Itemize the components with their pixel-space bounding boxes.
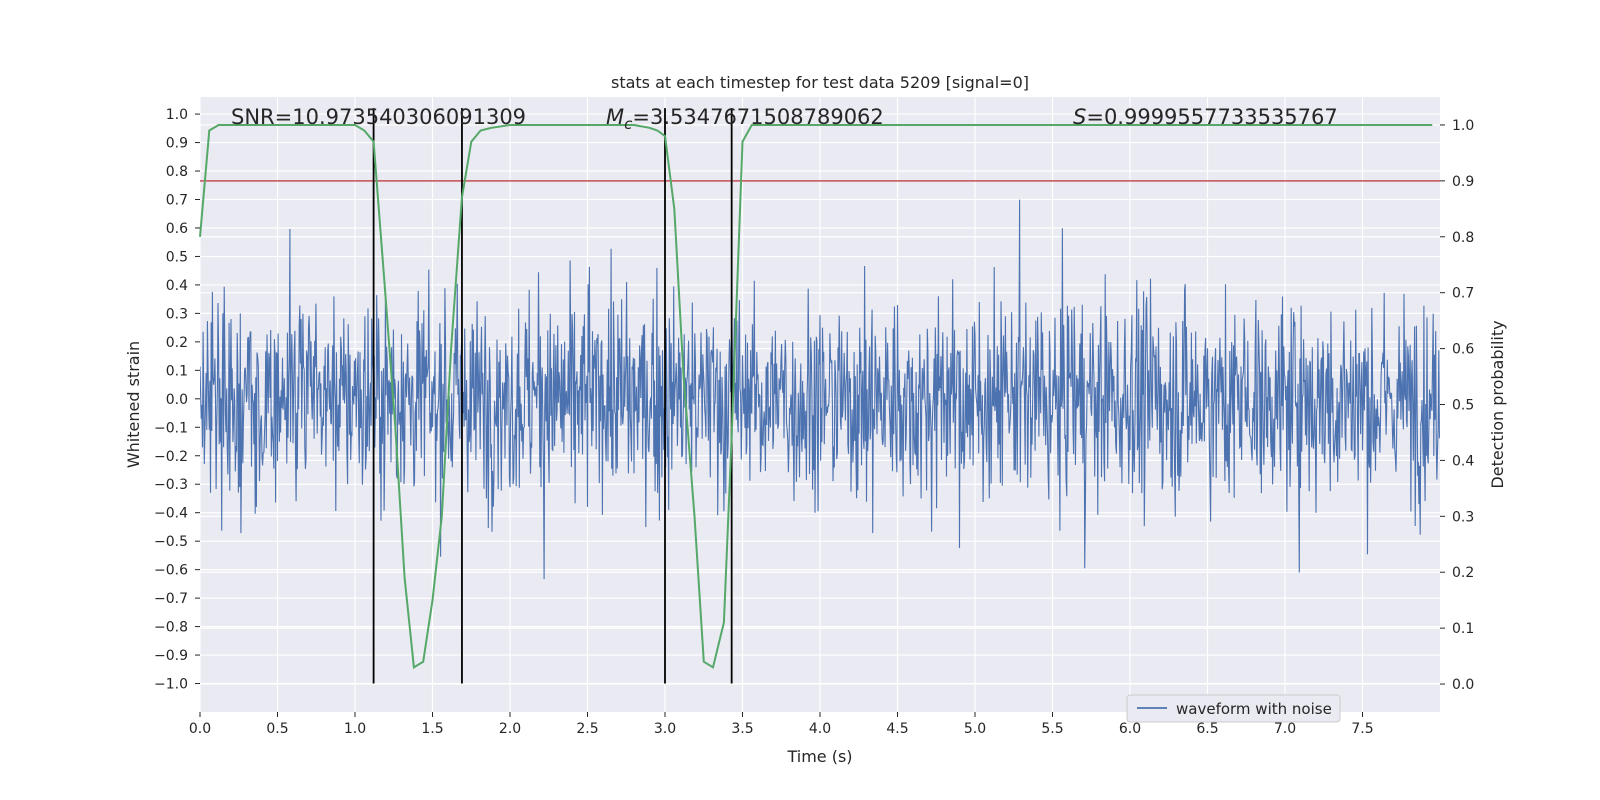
x-tick-label: 2.5 [576, 721, 598, 737]
legend-label: waveform with noise [1176, 700, 1332, 718]
waveform-path [200, 199, 1440, 580]
y-axis-right-label: Detection probability [1488, 320, 1507, 488]
y-left-tick-label: −0.2 [154, 449, 188, 465]
y-left-tick-label: 0.6 [166, 221, 188, 237]
x-tick-label: 6.5 [1196, 721, 1218, 737]
y-axis-left-label: Whitened strain [124, 341, 143, 468]
y-right-tick-label: 0.5 [1452, 398, 1474, 414]
y-left-tick-label: −0.1 [154, 420, 188, 436]
y-left-tick-label: 0.4 [166, 278, 188, 294]
y-left-tick-label: 0.5 [166, 249, 188, 265]
y-left-tick-label: −0.4 [154, 506, 188, 522]
y-right-tick-label: 0.4 [1452, 453, 1474, 469]
snr-annotation: SNR=10.973540306091309 [231, 105, 526, 129]
chart-title: stats at each timestep for test data 520… [611, 73, 1029, 92]
chirp-mass-subscript: c [624, 115, 633, 133]
x-axis-label: Time (s) [786, 747, 852, 766]
y-left-tick-label: 1.0 [166, 107, 188, 123]
x-tick-label: 3.5 [731, 721, 753, 737]
y-right-tick-label: 0.2 [1452, 565, 1474, 581]
x-tick-label: 3.0 [654, 721, 676, 737]
s-annotation: S=0.9999557733535767 [1073, 105, 1338, 129]
y-left-tick-label: −0.8 [154, 620, 188, 636]
y-left-tick-label: −0.7 [154, 591, 188, 607]
y-left-tick-label: 0.9 [166, 136, 188, 152]
s-symbol: S [1073, 105, 1086, 129]
x-tick-label: 5.5 [1041, 721, 1063, 737]
x-tick-label: 0.0 [189, 721, 211, 737]
y-axis-left: 1.0 0.9 0.8 0.7 0.6 0.5 0.4 0.3 0.2 0.1 0.0 −0.1 −0.… [154, 107, 200, 693]
y-axis-right: 1.0 0.9 0.8 0.7 0.6 0.5 0.4 0.3 0.2 0.1 0.0 [1440, 118, 1474, 693]
x-tick-label: 4.5 [886, 721, 908, 737]
x-tick-label: 0.5 [266, 721, 288, 737]
legend: waveform with noise [1126, 694, 1341, 723]
chirp-mass-value: =3.5347671508789062 [632, 105, 883, 129]
x-tick-label: 4.0 [809, 721, 831, 737]
y-right-tick-label: 0.3 [1452, 509, 1474, 525]
x-axis: 0.0 0.5 1.0 1.5 2.0 2.5 3.0 3.5 4.0 4.5 5.0 5.5 6.0 6… [189, 712, 1374, 737]
x-tick-label: 7.0 [1274, 721, 1296, 737]
x-tick-label: 6.0 [1119, 721, 1141, 737]
x-tick-label: 1.5 [421, 721, 443, 737]
chirp-mass-symbol: M [606, 105, 624, 129]
y-left-tick-label: −0.3 [154, 477, 188, 493]
y-left-tick-label: −0.9 [154, 648, 188, 664]
y-right-tick-label: 0.9 [1452, 174, 1474, 190]
y-right-tick-label: 0.0 [1452, 677, 1474, 693]
legend-box [1126, 694, 1341, 723]
y-left-tick-label: 0.3 [166, 306, 188, 322]
waveform-series [200, 199, 1440, 580]
y-left-tick-label: −0.6 [154, 563, 188, 579]
y-left-tick-label: 0.7 [166, 193, 188, 209]
x-tick-label: 7.5 [1351, 721, 1373, 737]
y-left-tick-label: 0.2 [166, 335, 188, 351]
y-left-tick-label: −0.5 [154, 534, 188, 550]
y-right-tick-label: 1.0 [1452, 118, 1474, 134]
y-left-tick-label: 0.1 [166, 363, 188, 379]
y-right-tick-label: 0.8 [1452, 230, 1474, 246]
x-tick-label: 2.0 [499, 721, 521, 737]
y-left-tick-label: 0.8 [166, 164, 188, 180]
detection-probability-line [199, 124, 1433, 669]
y-right-tick-label: 0.1 [1452, 621, 1474, 637]
chirp-mass-annotation: Mc=3.5347671508789062 [606, 105, 884, 133]
s-value: =0.9999557733535767 [1086, 105, 1337, 129]
x-tick-label: 5.0 [964, 721, 986, 737]
y-right-tick-label: 0.7 [1452, 286, 1474, 302]
y-left-tick-label: 0.0 [166, 392, 188, 408]
x-tick-label: 1.0 [344, 721, 366, 737]
y-right-tick-label: 0.6 [1452, 342, 1474, 358]
y-left-tick-label: −1.0 [154, 677, 188, 693]
